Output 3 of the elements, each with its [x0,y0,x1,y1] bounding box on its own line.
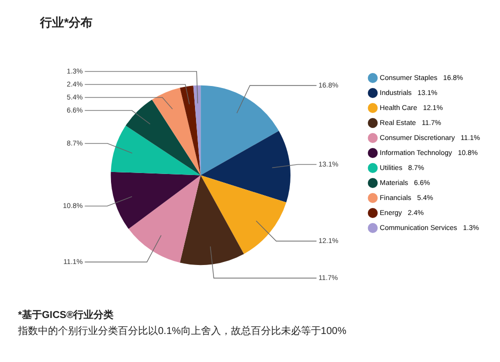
text: 指数中的个别行业分类百分比以0.1%向上舍入，故总百分比未必等于100% [17,325,346,337]
chart-title: 行业*分布 [39,16,93,30]
text: *基于GICS®行业分类 [18,309,114,321]
